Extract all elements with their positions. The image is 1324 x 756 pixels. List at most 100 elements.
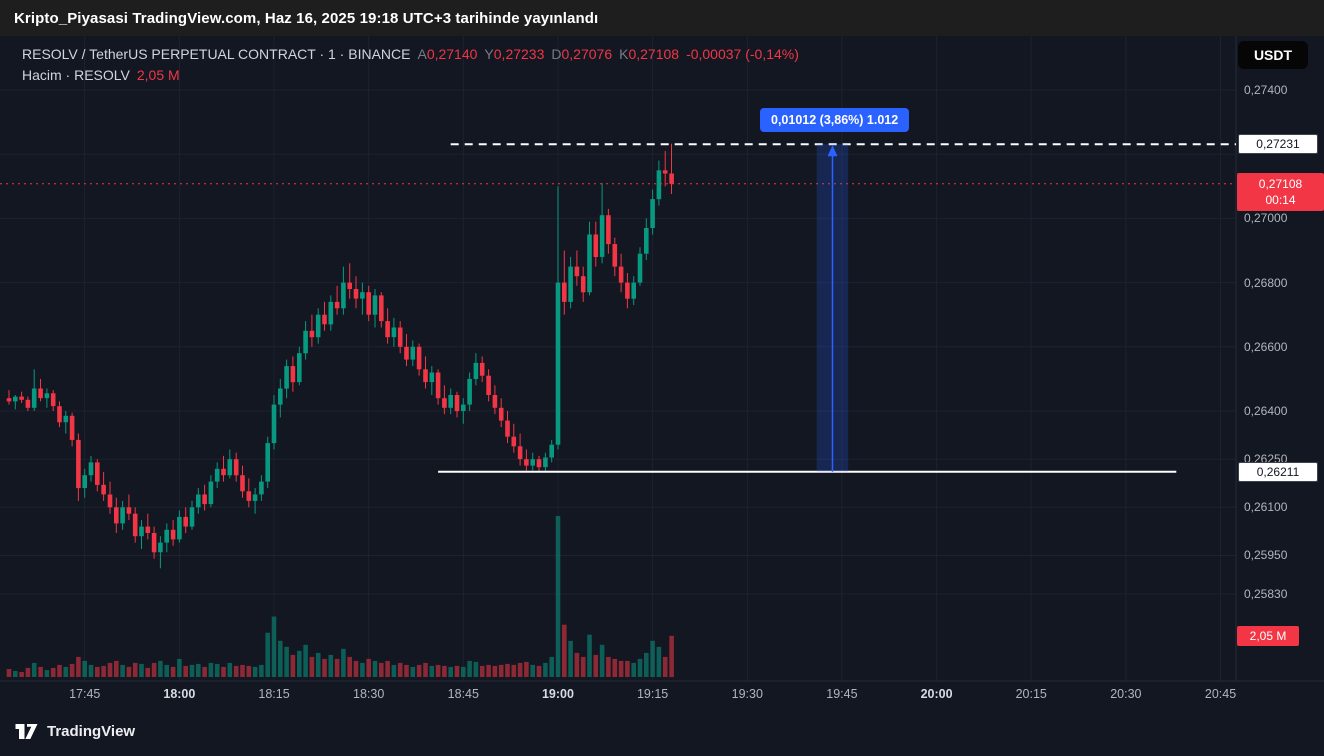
candle-body[interactable] [574,266,580,277]
candle-body[interactable] [82,475,87,488]
candle-body[interactable] [391,327,397,338]
candle-body[interactable] [644,228,649,254]
candle-body[interactable] [517,446,523,460]
candle-body[interactable] [164,529,169,543]
candle-body[interactable] [524,459,529,466]
candle-body[interactable] [599,215,605,257]
candle-body[interactable] [656,170,662,200]
candle-body[interactable] [158,542,163,553]
candle-body[interactable] [13,396,18,402]
currency-usdt-button[interactable]: USDT [1238,41,1308,69]
candle-body[interactable] [303,330,308,354]
candle-body[interactable] [568,266,573,302]
candle-body[interactable] [341,282,346,309]
candle-body[interactable] [631,282,636,299]
candle-body[interactable] [126,507,132,514]
candle-body[interactable] [189,507,195,527]
candle-body[interactable] [404,346,409,360]
candle-body[interactable] [410,346,416,360]
candle-body[interactable] [139,526,144,537]
candle-body[interactable] [19,396,24,400]
candle-body[interactable] [38,388,43,399]
candle-body[interactable] [221,468,226,476]
candle-body[interactable] [114,507,119,524]
candle-body[interactable] [473,362,479,379]
candle-body[interactable] [44,393,50,399]
candle-body[interactable] [69,415,75,440]
candle-body[interactable] [57,406,62,423]
candle-body[interactable] [309,330,315,338]
candle-body[interactable] [612,244,618,267]
candle-body[interactable] [107,494,113,508]
candle-body[interactable] [416,346,422,370]
candle-body[interactable] [271,404,277,444]
measure-tool-label[interactable]: 0,01012 (3,86%) 1.012 [760,108,910,132]
candle-body[interactable] [132,513,138,537]
candle-body[interactable] [442,398,447,408]
candle-body[interactable] [650,199,655,228]
candle-body[interactable] [63,415,69,423]
candle-body[interactable] [233,459,239,476]
candle-body[interactable] [259,481,264,495]
candle-body[interactable] [543,457,548,468]
candle-body[interactable] [297,353,302,383]
candle-body[interactable] [214,468,220,482]
candle-body[interactable] [334,301,340,309]
candle-body[interactable] [486,375,491,395]
candle-body[interactable] [347,282,352,289]
candle-body[interactable] [101,484,106,495]
candle-body[interactable] [322,314,327,325]
candle-body[interactable] [278,388,283,405]
candle-body[interactable] [511,436,517,447]
candle-body[interactable] [76,439,81,489]
candle-body[interactable] [562,282,567,302]
candle-body[interactable] [284,366,289,389]
candle-body[interactable] [95,462,100,485]
candle-body[interactable] [183,516,188,527]
candle-body[interactable] [385,321,390,338]
candle-body[interactable] [498,407,504,421]
candle-body[interactable] [467,378,472,405]
candle-body[interactable] [31,388,37,408]
candle-body[interactable] [530,459,535,466]
candle-body[interactable] [50,393,56,407]
candle-body[interactable] [170,529,176,540]
candle-body[interactable] [461,404,466,411]
candle-body[interactable] [448,395,453,408]
candle-body[interactable] [208,481,214,505]
candle-body[interactable] [637,253,643,283]
candle-body[interactable] [625,282,630,299]
candle-body[interactable] [454,395,460,412]
candle-body[interactable] [196,494,201,508]
candle-body[interactable] [606,215,611,245]
candle-body[interactable] [423,369,428,383]
candle-body[interactable] [505,420,510,437]
candle-body[interactable] [151,533,157,553]
candle-body[interactable] [397,327,403,347]
candle-body[interactable] [353,289,359,299]
candle-body[interactable] [555,282,561,445]
candle-body[interactable] [240,475,245,492]
candle-body[interactable] [366,292,371,315]
candle-body[interactable] [315,314,321,338]
symbol-title[interactable]: RESOLV / TetherUS PERPETUAL CONTRACT · 1… [22,46,411,62]
candle-body[interactable] [177,516,182,540]
candle-body[interactable] [372,295,378,315]
candle-body[interactable] [246,491,252,501]
candle-body[interactable] [25,399,31,408]
candle-body[interactable] [429,372,435,383]
candle-body[interactable] [88,462,94,476]
tradingview-footer[interactable]: TradingView [14,721,135,742]
candle-body[interactable] [120,507,125,524]
candle-body[interactable] [435,372,441,399]
candle-body[interactable] [492,395,498,408]
candle-body[interactable] [580,276,586,293]
candle-body[interactable] [6,398,12,402]
candle-body[interactable] [360,292,365,299]
candle-body[interactable] [145,526,151,533]
candle-body[interactable] [593,234,599,258]
candle-body[interactable] [536,459,542,468]
candle-body[interactable] [479,362,485,376]
candle-body[interactable] [618,266,624,283]
